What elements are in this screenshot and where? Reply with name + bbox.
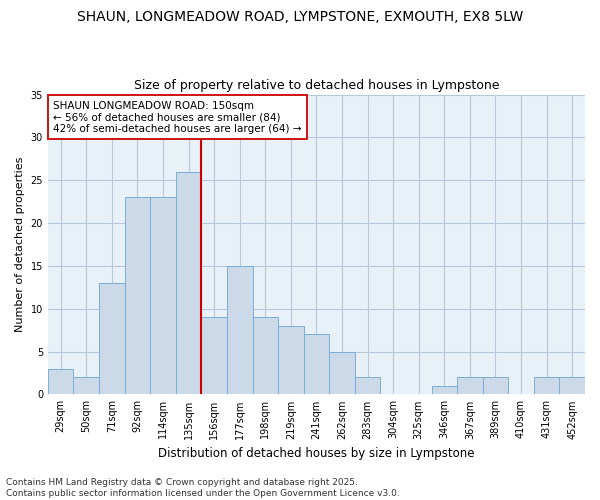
Bar	[150, 198, 176, 394]
Bar	[559, 378, 585, 394]
Y-axis label: Number of detached properties: Number of detached properties	[15, 157, 25, 332]
Bar	[227, 266, 253, 394]
Bar	[534, 378, 559, 394]
Bar	[99, 283, 125, 395]
Bar	[202, 318, 227, 394]
Bar	[176, 172, 202, 394]
Bar	[329, 352, 355, 395]
Text: SHAUN, LONGMEADOW ROAD, LYMPSTONE, EXMOUTH, EX8 5LW: SHAUN, LONGMEADOW ROAD, LYMPSTONE, EXMOU…	[77, 10, 523, 24]
Bar	[431, 386, 457, 394]
Bar	[253, 318, 278, 394]
Bar	[457, 378, 482, 394]
Bar	[355, 378, 380, 394]
Bar	[482, 378, 508, 394]
Bar	[304, 334, 329, 394]
Bar	[125, 198, 150, 394]
Text: SHAUN LONGMEADOW ROAD: 150sqm
← 56% of detached houses are smaller (84)
42% of s: SHAUN LONGMEADOW ROAD: 150sqm ← 56% of d…	[53, 100, 302, 134]
Bar	[73, 378, 99, 394]
Text: Contains HM Land Registry data © Crown copyright and database right 2025.
Contai: Contains HM Land Registry data © Crown c…	[6, 478, 400, 498]
Title: Size of property relative to detached houses in Lympstone: Size of property relative to detached ho…	[134, 79, 499, 92]
X-axis label: Distribution of detached houses by size in Lympstone: Distribution of detached houses by size …	[158, 447, 475, 460]
Bar	[278, 326, 304, 394]
Bar	[48, 368, 73, 394]
